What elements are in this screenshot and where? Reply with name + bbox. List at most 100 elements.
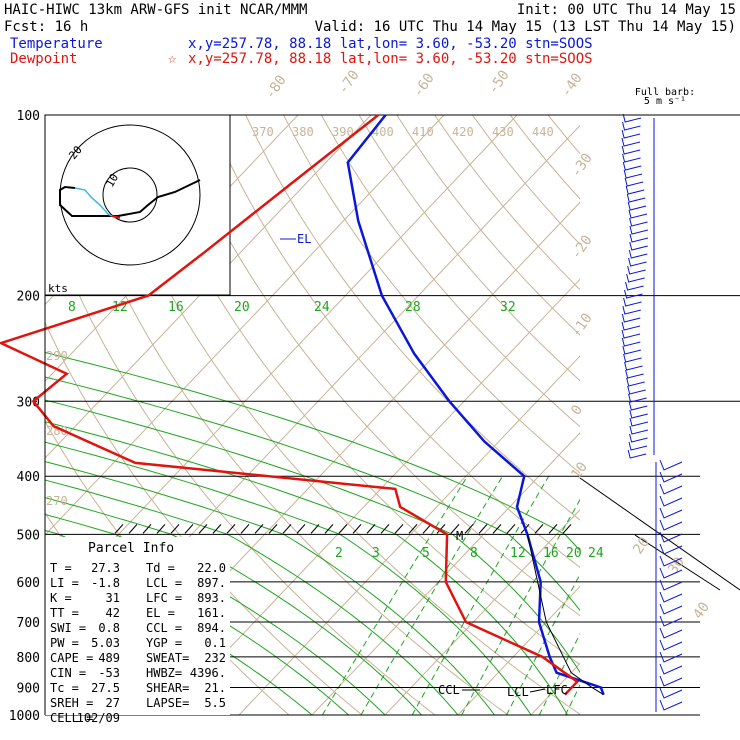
isotherm-tick-label: 0 xyxy=(568,402,586,418)
dry-adiabat-line xyxy=(320,115,580,428)
wind-barb xyxy=(629,233,649,243)
wind-barb xyxy=(625,369,644,379)
dry-adiabat-line xyxy=(624,115,740,715)
dry-adiabat-line xyxy=(207,115,580,569)
hatch-mark xyxy=(198,524,208,534)
hodograph-trace-red xyxy=(111,215,121,219)
hatch-mark xyxy=(156,524,166,534)
hatch-mark xyxy=(184,524,194,534)
isotherm-line xyxy=(45,115,372,459)
theta-side-label: 290 xyxy=(46,349,68,363)
level-markers: EL M CCL LCL LFC xyxy=(280,232,568,699)
dry-adiabat-line xyxy=(45,208,436,715)
parcel-info-value: 22.0 xyxy=(197,561,226,575)
hatch-mark xyxy=(170,524,180,534)
pressure-tick-label: 600 xyxy=(17,576,40,591)
wind-barb xyxy=(659,687,683,699)
dewpoint-star-icon: ☆ xyxy=(168,51,177,67)
dry-adiabat-line xyxy=(509,115,580,200)
parcel-info-label: SWI = xyxy=(50,621,86,635)
theta-tick-label: 430 xyxy=(492,125,514,139)
wind-barb xyxy=(659,471,683,483)
wind-barb xyxy=(659,459,683,471)
parcel-info-label: T = xyxy=(50,561,72,575)
hatch-mark xyxy=(408,524,418,534)
hatch-mark xyxy=(464,524,474,534)
wind-barb xyxy=(659,507,683,519)
parcel-info-panel: Parcel Info T = 27.3 Td = 22.0 LI = -1.8 LCL =… xyxy=(44,537,230,725)
wind-panel-title: Full barb: xyxy=(635,87,695,98)
wind-barb xyxy=(659,651,683,663)
hatch-mark xyxy=(254,524,264,534)
parcel-info-value: 4396. xyxy=(190,666,226,680)
wind-barbs xyxy=(621,113,683,712)
pressure-tick-label: 400 xyxy=(17,470,40,485)
wind-barb xyxy=(659,663,683,675)
mixing-ratio-upper-label: 8 xyxy=(68,300,76,315)
parcel-info-value: 27.5 xyxy=(91,681,120,695)
isotherm-tick-label: -40 xyxy=(558,70,586,100)
wind-barb xyxy=(659,483,683,495)
wind-barb xyxy=(622,113,642,123)
mixing-ratio-upper-label: 24 xyxy=(314,300,330,315)
isotherm-tick-label: -70 xyxy=(335,67,363,97)
parcel-info-label: LFC = xyxy=(146,591,182,605)
wind-barb xyxy=(622,161,642,171)
mixing-ratio-lower-label: 24 xyxy=(588,546,604,561)
hodograph-ring-label-inner: 10 xyxy=(103,172,121,190)
theta-tick-label: 390 xyxy=(332,125,354,139)
parcel-info-value: 31 xyxy=(106,591,120,605)
parcel-info-value: 27.3 xyxy=(91,561,120,575)
parcel-info-label: Td = xyxy=(146,561,175,575)
temperature-label: Temperature xyxy=(10,36,103,52)
lower-right-frame-inner xyxy=(634,534,721,591)
dry-adiabat-line xyxy=(358,115,580,382)
parcel-info-value: 5.5 xyxy=(204,696,226,710)
parcel-info-label: K = xyxy=(50,591,72,605)
isotherm-line xyxy=(45,115,518,613)
wind-barb xyxy=(622,121,641,131)
hatch-mark xyxy=(562,524,572,534)
wind-barb xyxy=(659,579,683,591)
parcel-info-title: Parcel Info xyxy=(88,541,174,556)
valid-time: Valid: 16 UTC Thu 14 May 15 (13 LST Thu … xyxy=(315,19,736,35)
hatch-mark xyxy=(240,524,250,534)
parcel-info-label: SHEAR= xyxy=(146,681,189,695)
pressure-tick-label: 700 xyxy=(17,616,40,631)
m-marker-label: M xyxy=(456,529,463,543)
dewpoint-station-info: x,y=257.78, 88.18 lat,lon= 3.60, -53.20 … xyxy=(188,51,593,67)
isotherm-line xyxy=(0,115,6,715)
dry-adiabat-line xyxy=(396,115,580,336)
wind-barb xyxy=(629,433,648,443)
hatch-mark xyxy=(212,524,222,534)
isotherm-line xyxy=(165,278,580,715)
theta-tick-label: 440 xyxy=(532,125,554,139)
mixing-ratio-line xyxy=(565,683,580,715)
hatch-mark xyxy=(548,524,558,534)
wind-barb xyxy=(626,193,646,203)
pressure-tick-label: 500 xyxy=(17,528,40,543)
wind-barb xyxy=(629,425,649,435)
mixing-ratio-line xyxy=(606,476,723,715)
wind-panel-subtitle: 5 m s⁻¹ xyxy=(644,96,686,107)
wind-barb xyxy=(625,185,645,195)
wind-barb xyxy=(659,543,683,555)
wind-barb xyxy=(627,449,647,459)
wind-barb xyxy=(629,241,648,251)
dry-adiabat-line xyxy=(169,115,580,617)
hatch-mark xyxy=(450,524,460,534)
mixing-ratio-lower-label: 12 xyxy=(510,546,526,561)
theta-tick-label: 370 xyxy=(252,125,274,139)
isotherm-tick-label: 30 xyxy=(665,554,688,577)
isotherm-tick-label: -80 xyxy=(262,72,290,102)
wind-barb xyxy=(621,137,641,147)
parcel-info-value: 102/09 xyxy=(77,711,120,725)
hatch-mark xyxy=(338,524,348,534)
hatch-mark xyxy=(422,524,432,534)
hatch-mark xyxy=(296,524,306,534)
isotherm-line xyxy=(530,662,580,715)
wind-barb xyxy=(628,249,648,259)
dry-adiabat-line xyxy=(283,115,580,474)
parcel-info-value: -1.8 xyxy=(91,576,120,590)
